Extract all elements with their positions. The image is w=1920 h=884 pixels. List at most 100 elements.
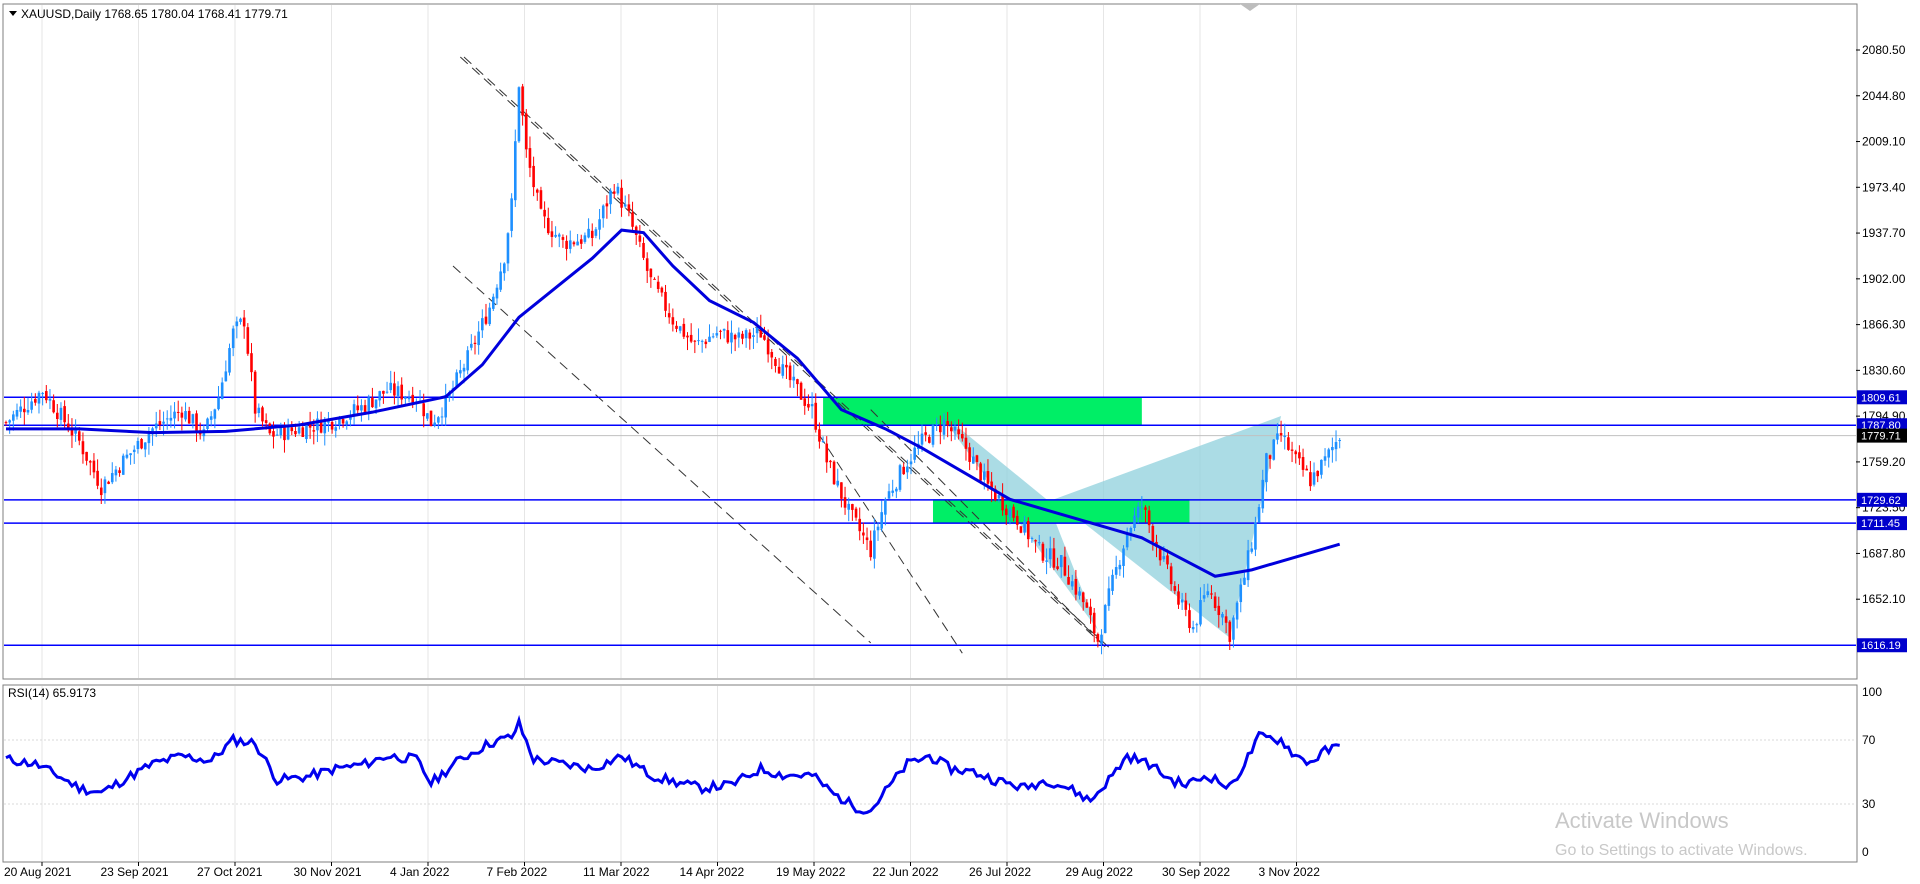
level-label-text: 1711.45 — [1861, 518, 1900, 530]
candle — [1316, 470, 1320, 483]
candle — [715, 326, 719, 338]
candle — [851, 503, 854, 521]
candle — [1239, 578, 1243, 613]
candle — [433, 414, 436, 428]
candle — [1103, 603, 1107, 634]
candle — [546, 207, 550, 235]
candle — [220, 377, 224, 400]
candle — [554, 226, 557, 238]
candle — [1279, 420, 1283, 442]
candle — [92, 453, 96, 479]
candle — [422, 393, 425, 428]
channel-line-3[interactable] — [818, 434, 963, 654]
candle — [609, 188, 612, 214]
candle — [689, 323, 693, 344]
candle — [774, 356, 777, 373]
time-axis: 20 Aug 2021 23 Sep 2021 27 Oct 2021 30 Nov … — [4, 862, 1320, 879]
candle — [1261, 469, 1265, 513]
candle — [125, 449, 129, 460]
candle — [510, 193, 513, 238]
candle — [598, 208, 601, 240]
candle — [678, 325, 682, 334]
candle — [704, 339, 708, 349]
candle — [873, 518, 876, 569]
candle — [1228, 620, 1232, 650]
candle — [1056, 557, 1059, 571]
candle — [1243, 572, 1246, 586]
candle — [132, 445, 136, 464]
candle — [587, 218, 590, 239]
candle — [74, 419, 77, 442]
level-label-text: 1616.19 — [1861, 640, 1901, 652]
candle — [517, 86, 521, 143]
candle — [953, 420, 957, 440]
candle — [733, 333, 737, 352]
time-tick-label: 22 Jun 2022 — [873, 865, 939, 879]
candle — [711, 333, 715, 339]
pane-scroll-marker[interactable] — [1240, 4, 1260, 11]
candle — [1089, 598, 1092, 624]
candle — [748, 329, 752, 350]
candle — [1074, 569, 1078, 601]
candle — [1323, 448, 1327, 466]
candle — [1063, 546, 1067, 577]
candle — [327, 411, 330, 432]
candle — [1041, 541, 1045, 563]
candle — [389, 370, 393, 394]
candle — [513, 129, 517, 207]
channel-line-4[interactable] — [870, 409, 1106, 648]
candle — [565, 235, 568, 261]
candle — [1114, 555, 1118, 579]
candle — [129, 453, 132, 465]
candle — [404, 395, 407, 405]
candle — [693, 339, 697, 354]
candle — [664, 284, 667, 318]
candle — [568, 230, 572, 254]
candle — [865, 527, 869, 551]
candle — [993, 485, 997, 502]
time-tick-label: 26 Jul 2022 — [969, 865, 1031, 879]
candle — [195, 410, 198, 442]
channel-line-upper[interactable] — [463, 56, 1113, 651]
candle — [887, 483, 891, 500]
candle — [481, 309, 484, 338]
candle — [1290, 441, 1294, 463]
candle — [26, 397, 30, 415]
candle — [352, 399, 356, 425]
candle — [400, 377, 404, 408]
watermark-title: Activate Windows — [1555, 808, 1729, 833]
candle — [1301, 448, 1305, 477]
time-tick-label: 20 Aug 2021 — [4, 865, 72, 879]
candle — [1122, 545, 1125, 578]
candle — [971, 447, 975, 464]
candle — [30, 392, 33, 414]
pattern-triangle-right — [1053, 416, 1282, 638]
candle — [1177, 584, 1180, 609]
candle — [1107, 576, 1111, 611]
candle — [884, 497, 887, 526]
candle — [45, 385, 48, 404]
candle — [275, 428, 279, 436]
channel-line-1[interactable] — [459, 56, 1106, 648]
candle — [1184, 592, 1188, 617]
candle — [528, 136, 532, 178]
supply-zone-lower[interactable] — [932, 499, 1190, 524]
level-label-box — [1857, 390, 1907, 405]
rsi-label: RSI(14) 65.9173 — [8, 686, 96, 700]
channel-line-2[interactable] — [452, 265, 872, 644]
candle — [1158, 547, 1162, 566]
candle — [121, 453, 125, 475]
supply-zone-upper[interactable] — [823, 396, 1142, 426]
candle — [506, 232, 510, 272]
candle — [382, 390, 385, 404]
candle — [572, 240, 576, 247]
candle — [1004, 504, 1008, 525]
symbol-menu-arrow[interactable] — [9, 11, 17, 16]
symbol-info: XAUUSD,Daily 1768.65 1780.04 1768.41 177… — [21, 7, 288, 21]
candle — [169, 405, 173, 428]
candle — [928, 434, 931, 444]
rsi-pane-frame — [2, 684, 1858, 863]
candle — [239, 317, 242, 325]
supply-demand-zones — [823, 396, 1190, 524]
